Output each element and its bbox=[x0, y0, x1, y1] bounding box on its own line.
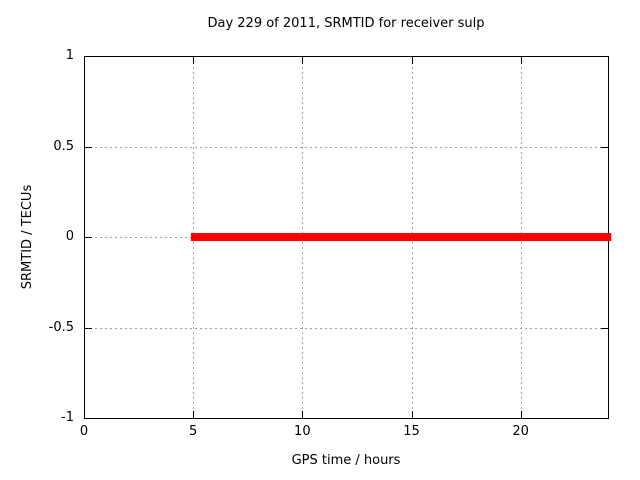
x-tick-mark-bottom bbox=[302, 411, 304, 418]
x-tick-mark-bottom bbox=[411, 411, 413, 418]
y-tick-mark-left bbox=[85, 56, 92, 57]
x-tick-mark-bottom bbox=[193, 411, 195, 418]
x-tick-label: 5 bbox=[189, 424, 198, 439]
y-tick-label: -1 bbox=[61, 410, 74, 425]
y-tick-mark-left bbox=[85, 146, 92, 148]
x-tick-label: 20 bbox=[512, 424, 529, 439]
y-tick-label: 0.5 bbox=[53, 138, 74, 154]
y-tick-label: -0.5 bbox=[48, 319, 74, 335]
y-tick-mark-right bbox=[601, 237, 608, 238]
y-tick-mark-right bbox=[601, 327, 608, 329]
x-tick-mark-top bbox=[520, 57, 522, 64]
x-tick-mark-bottom bbox=[84, 411, 85, 418]
y-tick-mark-right bbox=[601, 146, 608, 148]
x-tick-mark-top bbox=[411, 57, 413, 64]
x-tick-label: 10 bbox=[294, 424, 311, 439]
x-tick-mark-top bbox=[193, 57, 195, 64]
x-tick-label: 15 bbox=[403, 424, 420, 439]
y-tick-mark-right bbox=[601, 56, 608, 57]
x-tick-mark-bottom bbox=[520, 411, 522, 418]
y-tick-mark-left bbox=[85, 327, 92, 329]
chart-title: Day 229 of 2011, SRMTID for receiver sul… bbox=[207, 16, 485, 31]
y-tick-label: 1 bbox=[65, 48, 74, 63]
x-tick-mark-top bbox=[84, 57, 85, 64]
y-tick-label: 0 bbox=[65, 229, 74, 244]
y-tick-mark-left bbox=[85, 237, 92, 238]
y-tick-mark-right bbox=[601, 418, 608, 419]
y-gridline bbox=[85, 146, 608, 148]
y-gridline bbox=[85, 327, 608, 329]
x-axis-label: GPS time / hours bbox=[291, 453, 401, 468]
x-tick-mark-top bbox=[302, 57, 304, 64]
y-tick-mark-left bbox=[85, 418, 92, 419]
x-tick-label: 0 bbox=[79, 424, 89, 439]
y-gridline bbox=[85, 237, 608, 238]
